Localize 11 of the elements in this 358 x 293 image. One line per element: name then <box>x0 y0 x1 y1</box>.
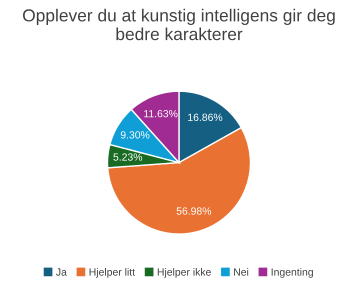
data-label: 56.98% <box>176 207 212 215</box>
chart-title: Opplever du at kunstig intelligens gir deg bedre karakterer <box>23 8 335 40</box>
data-label: 16.86% <box>188 114 222 121</box>
data-label: 9.30% <box>120 131 150 139</box>
legend-label: Hjelper litt <box>90 268 135 278</box>
data-label: 11.63% <box>144 110 178 118</box>
data-label: 5.23% <box>113 153 142 161</box>
legend-label: Ingenting <box>272 268 313 278</box>
legend-label: Ja <box>56 268 67 276</box>
legend-label: Hjelper ikke <box>158 268 211 278</box>
legend-label: Nei <box>234 268 248 276</box>
